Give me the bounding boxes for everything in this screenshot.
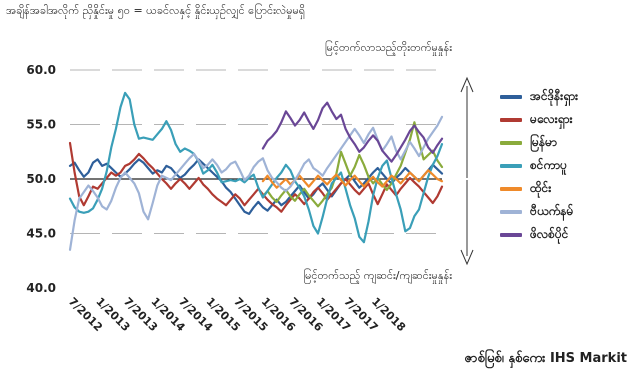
legend-swatch [500,164,522,168]
legend-label: ဗီယက်နမ် [530,204,574,218]
chart-title: အချိန်အခါအလိုက် ညှိနှိုင်းမှု ၅၀ = ယခင်လ… [6,4,306,17]
y-tick-label: 55.0 [26,118,56,132]
series-line-3 [68,91,444,244]
legend-label: မလေးရှား [530,112,573,126]
arrow-down-head [460,249,474,266]
x-axis: 7/20121/20137/20131/20147/20141/20157/20… [66,295,408,334]
legend-swatch [500,210,522,214]
arrow-up-head [460,76,474,93]
legend-swatch [500,187,522,191]
y-tick-label: 60.0 [26,63,56,77]
source-note: ဇာစ်မြစ်၊ နှစ်ကေး IHS Markit [464,351,627,366]
series-line-6 [261,101,444,163]
legend-label: ဖိလစ်ပိုင် [530,227,569,241]
legend-swatch [500,118,522,122]
legend-item: ထိုင်း [500,180,551,198]
legend-item: ဖိလစ်ပိုင် [500,226,568,244]
legend-item: မြန်မာ [500,134,557,152]
legend-item: အင်ဒိုနီးရှား [500,88,578,106]
legend-label: အင်ဒိုနီးရှား [530,89,579,103]
annotations: မြင့်တက်လာသည့်တိုးတက်မှုနှုန်း မြင့်တက်သ… [303,40,474,284]
legend-label: ထိုင်း [530,181,552,195]
legend-item: မလေးရှား [500,111,573,129]
legend-swatch [500,233,522,237]
legend-item: စင်ကာပူ [500,157,567,175]
annotation-up: မြင့်တက်လာသည့်တိုးတက်မှုနှုန်း [325,40,452,56]
series-line-1 [68,141,444,213]
y-axis: 60.0 55.0 50.0 45.0 40.0 [26,63,56,295]
y-tick-label: 40.0 [26,281,56,295]
series-line-2 [261,121,444,208]
y-tick-label: 45.0 [26,227,56,241]
series-lines [68,91,444,251]
y-tick-label: 50.0 [26,172,56,186]
legend-label: စင်ကာပူ [530,158,567,172]
legend-label: မြန်မာ [530,135,557,149]
legend-swatch [500,95,522,99]
legend-item: ဗီယက်နမ် [500,203,573,221]
legend-swatch [500,141,522,145]
annotation-down: မြင့်တက်သည့် ကျဆင်း/ကျဆင်းမှုနှုန်း [303,268,452,284]
